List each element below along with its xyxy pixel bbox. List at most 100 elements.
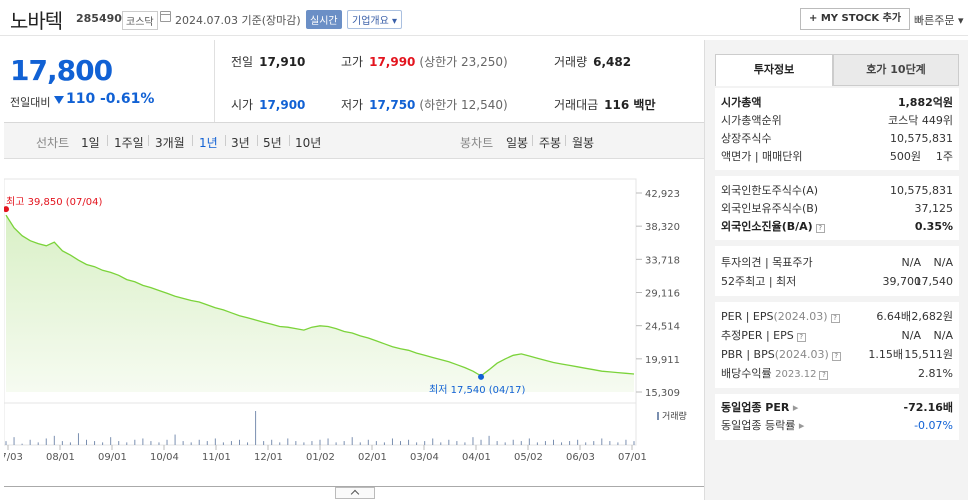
valuation-group: PER | EPS(2024.03)? 6.64배 2,682원 추정PER | E… <box>715 302 959 388</box>
help-icon[interactable]: ? <box>831 352 841 361</box>
x-tick-label: 12/01 <box>254 452 283 463</box>
foreign-limit-label: 외국인한도주식수(A) <box>721 184 819 197</box>
stat-prev-label: 전일 <box>231 55 254 69</box>
divider <box>4 122 704 123</box>
pbr-year: (2024.03) <box>774 348 829 361</box>
y-tick-label: 24,514 <box>645 322 680 333</box>
foreign-limit-value: 10,575,831 <box>890 184 953 197</box>
price-chart-svg: 42,923 38,320 33,718 29,116 24,514 19,911 15,3… <box>0 178 687 463</box>
company-overview-dropdown[interactable]: 기업개요 ▾ <box>347 10 402 29</box>
help-icon[interactable]: ? <box>796 333 806 342</box>
tab-invest-info[interactable]: 투자정보 <box>715 54 833 86</box>
base-date: 2024.07.03 기준(장마감) <box>175 14 301 27</box>
add-mystock-button[interactable]: + MY STOCK 추가 <box>800 8 911 30</box>
w52-high-value: 39,700 <box>882 275 922 288</box>
help-icon[interactable]: ? <box>819 371 829 380</box>
x-tick-label: 05/02 <box>514 452 543 463</box>
dividend-label: 배당수익률 <box>721 367 772 380</box>
panel-tabs: 투자정보 호가 10단계 <box>715 54 959 86</box>
w52-label: 52주최고 | 최저 <box>721 275 797 288</box>
sector-rate-value: -0.07% <box>914 419 953 432</box>
tab-order-book[interactable]: 호가 10단계 <box>833 54 959 86</box>
price-change-percent: -0.61% <box>100 91 155 107</box>
period-10y[interactable]: 10년 <box>295 136 322 150</box>
candle-weekly[interactable]: 주봉 <box>539 136 562 150</box>
price-chart[interactable]: 42,923 38,320 33,718 29,116 24,514 19,911 15,3… <box>0 159 704 500</box>
stat-high-value: 17,990 <box>369 55 416 69</box>
help-icon[interactable]: ? <box>815 224 825 233</box>
stat-low: 저가 17,750 (하한가 12,540) <box>341 96 508 113</box>
x-tick-label: 01/02 <box>306 452 335 463</box>
dividend-year: 2023.12 <box>775 369 817 380</box>
target-value: N/A <box>933 256 953 269</box>
x-tick-label: 11/01 <box>202 452 231 463</box>
volume-label: 거래량 <box>662 410 687 422</box>
low-marker <box>478 373 485 380</box>
sector-per-label: 동일업종 PER <box>721 401 790 414</box>
period-1d[interactable]: 1일 <box>81 136 100 150</box>
volume-area <box>3 402 637 446</box>
price-line <box>5 214 635 377</box>
current-price-box: 17,800 전일대비 110 -0.61% <box>4 40 214 122</box>
est-eps-value: N/A <box>933 329 953 342</box>
period-3m[interactable]: 3개월 <box>155 136 185 150</box>
divider <box>214 40 215 122</box>
stat-open-value: 17,900 <box>259 98 306 112</box>
est-per-label: 추정PER | EPS <box>721 329 794 342</box>
stat-amount-value: 116 백만 <box>604 98 656 112</box>
est-per-value: N/A <box>901 329 921 342</box>
stat-high: 고가 17,990 (상한가 23,250) <box>341 53 508 70</box>
x-tick-label: 04/01 <box>462 452 491 463</box>
stat-open: 시가 17,900 <box>231 96 305 113</box>
calendar-icon <box>160 11 171 22</box>
help-icon[interactable]: ? <box>830 314 840 323</box>
rank-value: 코스닥 449위 <box>888 114 953 127</box>
stock-name: 노바텍 <box>10 9 63 33</box>
candle-monthly[interactable]: 월봉 <box>572 136 595 150</box>
stat-open-label: 시가 <box>231 98 254 112</box>
stock-code: 285490 <box>76 12 122 25</box>
shares-label: 상장주식수 <box>721 132 772 145</box>
foreign-hold-label: 외국인보유주식수(B) <box>721 202 819 215</box>
stat-volume: 거래량 6,482 <box>554 53 631 70</box>
face-value: 500원 <box>889 150 921 163</box>
low-label: 최저 17,540 (04/17) <box>429 384 525 396</box>
opinion-label: 투자의견 | 목표주가 <box>721 256 813 269</box>
stat-low-label: 저가 <box>341 98 364 112</box>
stat-amount-label: 거래대금 <box>554 98 599 112</box>
realtime-button[interactable]: 실시간 <box>306 10 342 29</box>
sector-rate-label: 동일업종 등락률 <box>721 419 796 432</box>
x-tick-label: 10/04 <box>150 452 179 463</box>
stat-prev-value: 17,910 <box>259 55 306 69</box>
expand-chart-button[interactable] <box>335 487 375 499</box>
period-3y[interactable]: 3년 <box>231 136 250 150</box>
period-5y[interactable]: 5년 <box>263 136 282 150</box>
stat-low-value: 17,750 <box>369 98 416 112</box>
y-tick-label: 15,309 <box>645 388 680 399</box>
opinion-value: N/A <box>901 256 921 269</box>
stat-volume-label: 거래량 <box>554 55 588 69</box>
period-1y[interactable]: 1년 <box>199 136 218 150</box>
x-tick-label: 03/04 <box>410 452 439 463</box>
x-tick-label: 02/01 <box>358 452 387 463</box>
dividend-value: 2.81% <box>918 367 953 380</box>
stat-prev: 전일 17,910 <box>231 53 305 70</box>
market-badge: 코스닥 <box>122 11 158 30</box>
quick-order-dropdown[interactable]: 빠른주문 ▾ <box>914 14 964 27</box>
sector-group: 동일업종 PER ▸ -72.16배 동일업종 등락률 ▸ -0.07% <box>715 394 959 440</box>
pbr-value: 1.15배 <box>868 348 903 361</box>
candle-daily[interactable]: 일봉 <box>506 136 529 150</box>
mcap-label: 시가총액 <box>721 96 762 109</box>
x-tick-label: 07/03 <box>4 452 23 463</box>
y-tick-label: 38,320 <box>645 222 680 233</box>
stat-high-label: 고가 <box>341 55 364 69</box>
market-cap-group: 시가총액 1,882억원 시가총액순위 코스닥 449위 상장주식수 10,575,8… <box>715 88 959 170</box>
mcap-value: 1,882억원 <box>897 96 953 109</box>
high-marker <box>3 206 9 213</box>
y-tick-label: 42,923 <box>645 189 680 200</box>
high-label: 최고 39,850 (07/04) <box>6 196 102 208</box>
shares-value: 10,575,831 <box>890 132 953 145</box>
bps-value: 15,511원 <box>904 348 953 361</box>
period-1w[interactable]: 1주일 <box>114 136 144 150</box>
x-tick-label: 08/01 <box>46 452 75 463</box>
